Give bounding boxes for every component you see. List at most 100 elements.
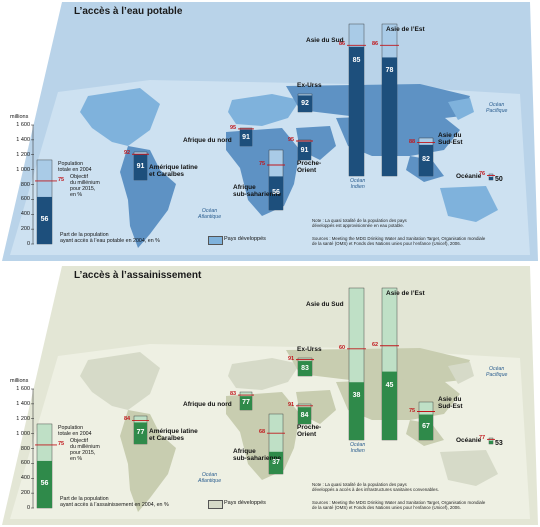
- target-value-asie-du-sud: 60: [339, 344, 346, 351]
- ocean-indian-label-line: Indien: [350, 184, 365, 190]
- legend-population-text: Population totale en 2004: [58, 425, 92, 437]
- access-value-asie-du-sud-est: 67: [422, 423, 430, 431]
- legend-share-text: Part de la population ayant accès à l’eau…: [60, 232, 160, 244]
- access-value-am-rique-latine-et-cara-bes: 77: [136, 429, 145, 437]
- ocean-indian-label-line: Océan: [350, 178, 366, 184]
- axis-tick-label: 600: [20, 460, 30, 467]
- region-label-afrique-sub-saharienne-line: Afrique: [233, 448, 256, 455]
- region-label-afrique-du-nord: Afrique du nord: [183, 401, 232, 408]
- axis-tick-label: 200: [20, 490, 30, 497]
- target-value-asie-du-sud-est: 75: [409, 407, 416, 414]
- legend-objective-text-line: du millénium: [70, 443, 100, 450]
- sanitation-map-graphic: [2, 266, 538, 525]
- access-value-asie-du-sud-est: 82: [422, 156, 430, 164]
- ocean-indian-label: Océan Indien: [350, 442, 365, 454]
- ocean-pacific-label-line: Pacifique: [486, 108, 508, 114]
- ocean-atlantic-label-line: Océan: [201, 208, 218, 214]
- region-label-am-rique-latine-et-cara-bes-line: et Caraïbes: [149, 435, 185, 442]
- access-value-proche-orient: 91: [300, 146, 309, 154]
- region-label-asie-du-sud: Asie du Sud: [306, 301, 344, 308]
- ocean-pacific-label-line: Océan: [489, 366, 505, 372]
- legend-objective-text-line: pour 2015,: [70, 185, 96, 192]
- target-value-afrique-du-nord: 83: [230, 391, 237, 398]
- legend-objective-text-line: en %: [70, 455, 83, 462]
- water-access-panel: L’accès à l’eau potable millions 1 600 1 …: [0, 0, 540, 263]
- region-label-afrique-du-nord-line: Afrique du nord: [183, 137, 232, 144]
- sources-text-line: Sources : Meeting the MDG Drinking Water…: [312, 236, 486, 241]
- legend-objective-text-line: Objectif: [70, 173, 88, 180]
- legend-share-text-line: ayant accès à l’eau potable en 2004, en …: [60, 238, 160, 244]
- axis-tick-label: 1 200: [16, 151, 30, 158]
- axis-tick-label: 0: [26, 505, 30, 511]
- access-value-asie-de-l-est: 45: [385, 381, 394, 389]
- note-text: Note : La quasi totalité de la populatio…: [312, 482, 439, 492]
- legend-population-text-line: Population: [58, 160, 84, 167]
- sanitation-access-panel: L’accès à l’assainissement millions 1 60…: [0, 264, 540, 527]
- access-bar-afrique-du-nord: [240, 396, 252, 410]
- ocean-atlantic-label-line: Atlantique: [198, 478, 222, 484]
- region-label-am-rique-latine-et-cara-bes: Amérique latine et Caraïbes: [149, 164, 198, 178]
- access-value-oc-anie: 50: [495, 176, 503, 183]
- region-label-asie-de-l-est: Asie de l’Est: [386, 290, 425, 297]
- target-value-afrique-sub-saharienne: 68: [259, 429, 266, 436]
- axis-tick-label: 600: [20, 196, 30, 203]
- ocean-pacific-label: Océan Pacifique: [486, 366, 507, 378]
- region-label-proche-orient: Proche- Orient: [297, 160, 321, 174]
- sanitation-japan: [448, 362, 474, 384]
- access-bar-proche-orient: [298, 407, 311, 424]
- note-text-line: développés a accès à des infrastructures…: [312, 487, 439, 493]
- sanitation-bars: [31, 287, 495, 509]
- region-label-asie-du-sud-est-line: Sud-Est: [438, 139, 463, 146]
- access-bar-afrique-sub-saharienne: [269, 176, 283, 210]
- legend-example-value: 56: [40, 216, 49, 224]
- sources-text-line: Sources : Meeting the MDG Drinking Water…: [312, 500, 486, 505]
- region-label-asie-du-sud-est-line: Asie du: [438, 396, 462, 403]
- axis-tick-label: 800: [20, 181, 30, 188]
- legend-population-text-line: totale en 2004: [58, 166, 92, 173]
- ocean-indian-label: Océan Indien: [350, 178, 365, 190]
- region-label-asie-du-sud-line: Asie du Sud: [306, 37, 344, 44]
- access-bar-ex-urss: [298, 95, 312, 112]
- water-north-america: [80, 88, 160, 146]
- region-label-am-rique-latine-et-cara-bes-line: et Caraïbes: [149, 171, 185, 178]
- region-label-asie-du-sud-est-line: Asie du: [438, 132, 462, 139]
- axis-tick-label: 200: [20, 226, 30, 233]
- region-label-afrique-sub-saharienne: Afrique sub-saharienne: [233, 448, 281, 462]
- region-label-proche-orient-line: Proche-: [297, 160, 322, 167]
- axis-tick-label: 1 200: [16, 415, 30, 422]
- region-label-proche-orient-line: Orient: [297, 167, 317, 174]
- sanitation-panel-title: L’accès à l’assainissement: [74, 270, 202, 281]
- target-value-asie-du-sud: 86: [339, 41, 346, 48]
- legend-example-objective: 75: [58, 440, 65, 447]
- sanitation-russia: [286, 348, 470, 386]
- legend-objective-text-line: en %: [70, 191, 83, 198]
- access-bar-afrique-du-nord: [240, 129, 252, 146]
- region-label-ex-urss-line: Ex-Urss: [297, 82, 322, 89]
- water-russia: [286, 84, 470, 122]
- legend-share-text: Part de la population ayant accès à l’ass…: [60, 496, 169, 508]
- target-value-proche-orient: 91: [288, 401, 295, 408]
- ocean-pacific-label: Océan Pacifique: [486, 102, 507, 114]
- axis-tick-label: 400: [20, 475, 30, 482]
- note-text-line: développés est approvisionnée en eau pot…: [312, 223, 405, 229]
- sanitation-australia: [440, 450, 498, 486]
- legend-example-value: 56: [40, 480, 49, 488]
- developed-countries-label: Pays développés: [224, 236, 266, 242]
- ocean-pacific-label-line: Océan: [489, 102, 505, 108]
- target-value-oc-anie: 76: [479, 171, 486, 178]
- region-label-asie-de-l-est-line: Asie de l’Est: [386, 26, 425, 33]
- axis-tick-label: 1 000: [16, 430, 30, 437]
- target-value-proche-orient: 95: [288, 137, 295, 143]
- legend-objective-text-line: du millénium: [70, 179, 100, 186]
- note-text-line: Note : La quasi totalité de la populatio…: [312, 218, 407, 223]
- target-value-afrique-sub-saharienne: 75: [259, 161, 266, 167]
- access-bar-asie-de-l-est: [382, 57, 397, 176]
- target-value-asie-de-l-est: 62: [372, 341, 379, 348]
- sources-text: Sources : Meeting the MDG Drinking Water…: [312, 500, 534, 510]
- axis-tick-label: 1 400: [16, 400, 30, 407]
- access-value-asie-du-sud: 85: [352, 56, 361, 64]
- sources-text-line: de la santé (OMS) et Fonds des Nations u…: [312, 505, 461, 511]
- access-bar-oc-anie: [489, 440, 493, 444]
- target-value-am-rique-latine-et-cara-bes: 84: [124, 416, 131, 423]
- axis-tick-label: 1 600: [16, 386, 30, 392]
